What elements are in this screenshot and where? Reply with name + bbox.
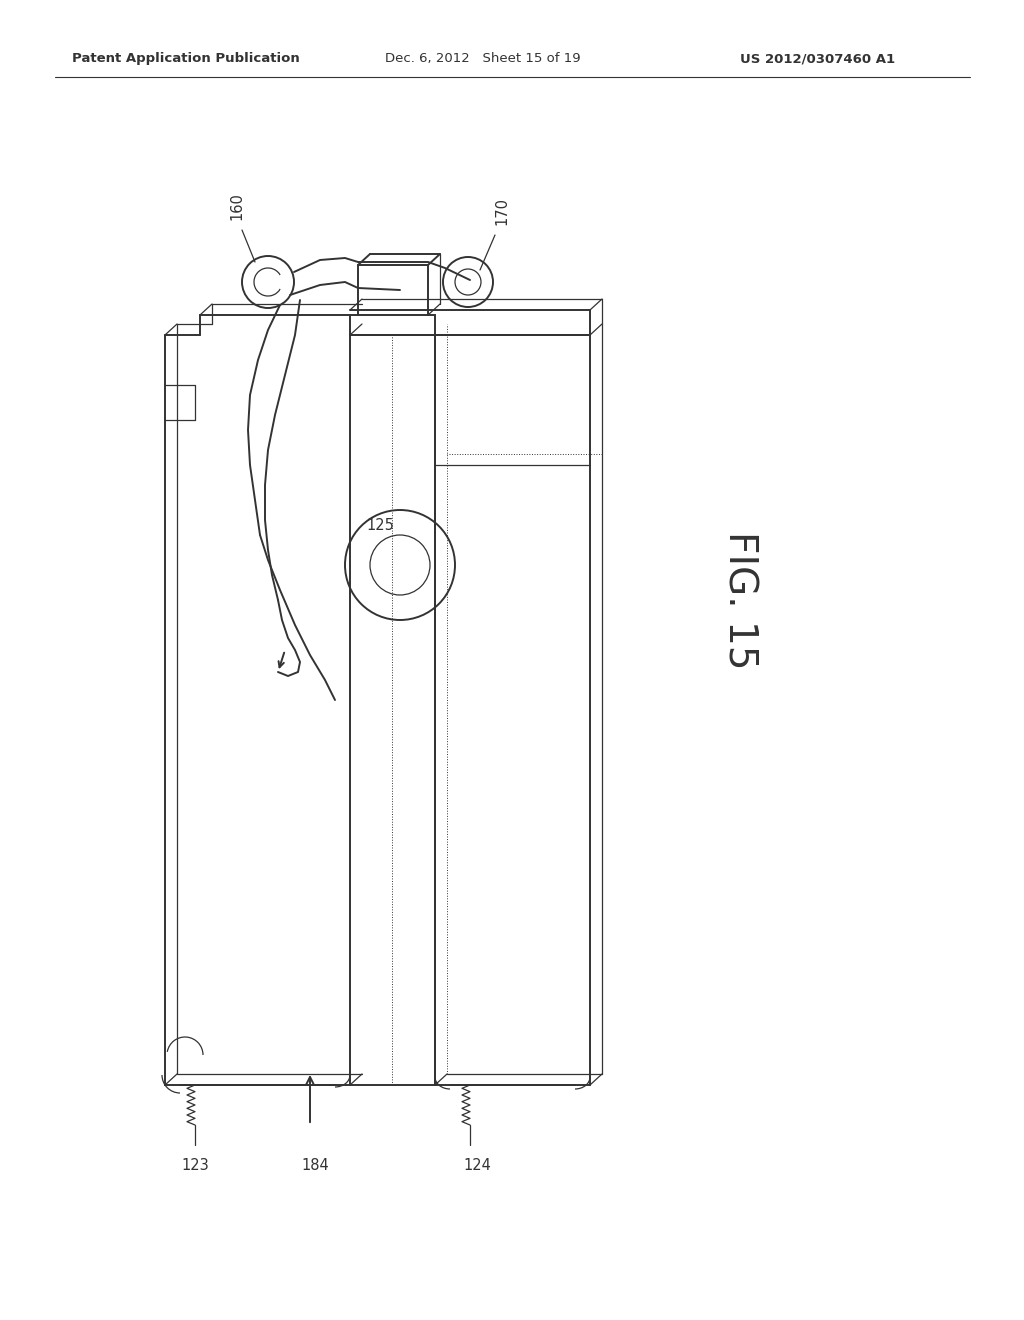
Text: 123: 123 [181,1158,209,1173]
Text: Patent Application Publication: Patent Application Publication [72,51,300,65]
Text: FIG. 15: FIG. 15 [720,531,758,669]
Text: 170: 170 [495,197,510,224]
Text: US 2012/0307460 A1: US 2012/0307460 A1 [740,51,895,65]
Text: 160: 160 [229,193,245,220]
Text: Dec. 6, 2012   Sheet 15 of 19: Dec. 6, 2012 Sheet 15 of 19 [385,51,581,65]
Text: 124: 124 [463,1158,490,1173]
Text: 125: 125 [366,517,394,532]
Text: 184: 184 [301,1158,329,1173]
